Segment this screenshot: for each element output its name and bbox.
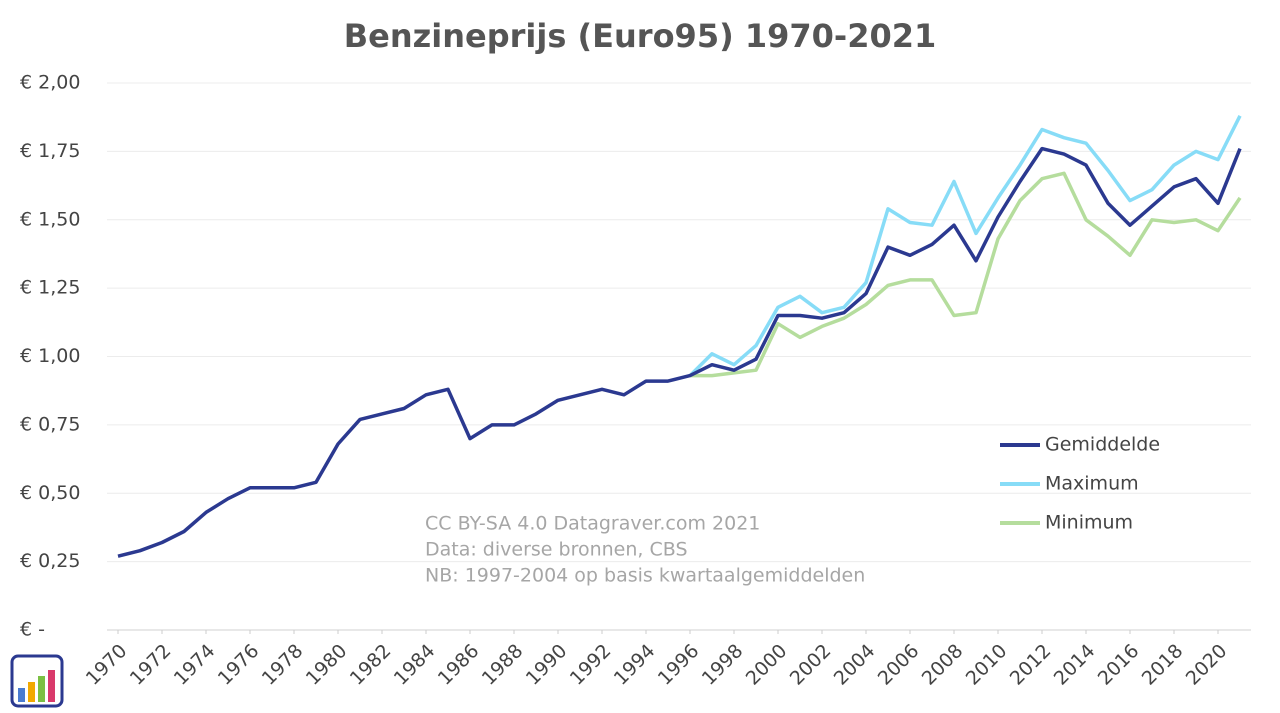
legend-label: Gemiddelde xyxy=(1045,434,1160,456)
series-line xyxy=(690,171,1242,378)
y-tick-label: € 0,75 xyxy=(20,413,80,435)
legend-label: Minimum xyxy=(1045,512,1133,534)
series-line xyxy=(117,146,1242,558)
annotation: CC BY-SA 4.0 Datagraver.com 2021 xyxy=(425,513,760,535)
annotation: Data: diverse bronnen, CBS xyxy=(425,539,688,561)
y-tick-label: € 1,75 xyxy=(20,140,80,162)
y-tick-label: € 1,50 xyxy=(20,208,80,230)
y-tick-label: € 0,25 xyxy=(20,550,80,572)
logo xyxy=(10,654,64,708)
series-line xyxy=(688,115,1242,377)
y-tick-label: € 2,00 xyxy=(20,72,80,94)
y-tick-label: € - xyxy=(20,619,45,641)
y-tick-label: € 0,50 xyxy=(20,482,80,504)
chart-title: Benzineprijs (Euro95) 1970-2021 xyxy=(344,17,937,55)
annotation: NB: 1997-2004 op basis kwartaalgemiddeld… xyxy=(425,565,865,587)
legend-label: Maximum xyxy=(1045,473,1139,495)
y-tick-label: € 1,00 xyxy=(20,345,80,367)
y-tick-label: € 1,25 xyxy=(20,277,80,299)
